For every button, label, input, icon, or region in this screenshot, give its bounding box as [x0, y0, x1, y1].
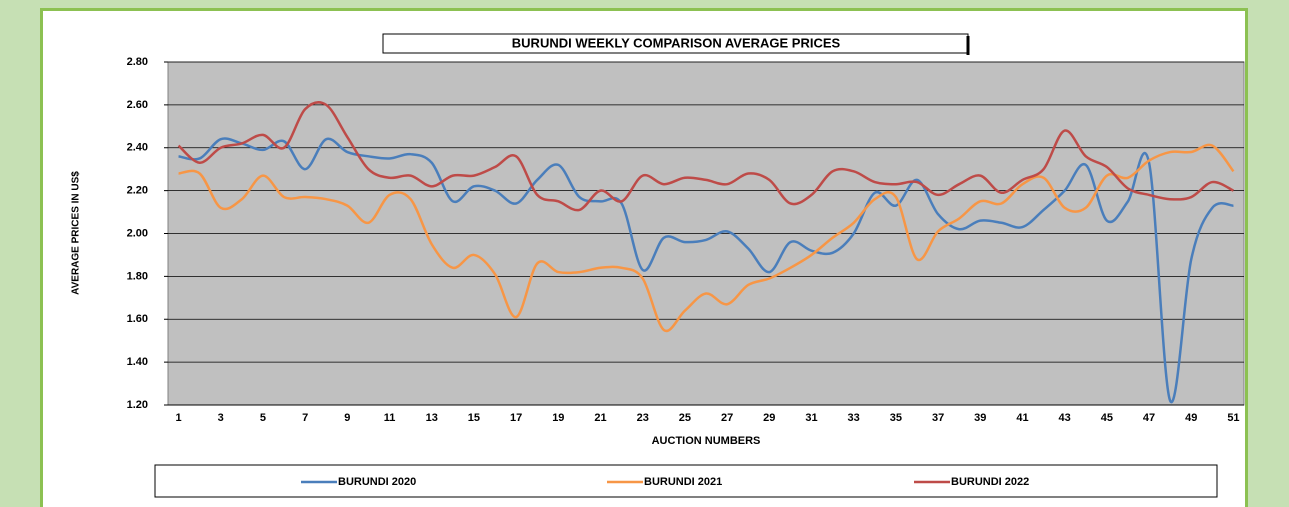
x-tick-label: 43	[1059, 412, 1071, 424]
x-tick-label: 13	[426, 412, 438, 424]
y-tick-label: 1.20	[127, 399, 148, 411]
y-tick-label: 1.40	[127, 356, 148, 368]
x-tick-label: 15	[468, 412, 480, 424]
x-axis-title: AUCTION NUMBERS	[652, 435, 761, 447]
x-tick-label: 31	[805, 412, 817, 424]
y-tick-label: 2.20	[127, 185, 148, 197]
x-tick-label: 37	[932, 412, 944, 424]
x-tick-label: 23	[637, 412, 649, 424]
chart-title: BURUNDI WEEKLY COMPARISON AVERAGE PRICES	[512, 35, 841, 50]
x-tick-label: 11	[384, 412, 396, 424]
y-tick-label: 2.00	[127, 227, 148, 239]
legend-label: BURUNDI 2020	[338, 476, 416, 488]
y-tick-label: 2.80	[127, 56, 148, 68]
x-tick-label: 25	[679, 412, 691, 424]
x-tick-label: 27	[721, 412, 733, 424]
series-line	[177, 101, 1235, 212]
x-tick-label: 9	[344, 412, 350, 424]
legend-label: BURUNDI 2022	[951, 476, 1029, 488]
y-tick-label: 1.60	[127, 313, 148, 325]
x-tick-label: 7	[302, 412, 308, 424]
x-tick-label: 3	[218, 412, 224, 424]
x-tick-label: 21	[594, 412, 606, 424]
y-axis-title: AVERAGE PRICES IN US$	[71, 171, 82, 295]
y-tick-label: 1.80	[127, 270, 148, 282]
x-tick-label: 5	[260, 412, 266, 424]
x-tick-label: 33	[848, 412, 860, 424]
y-tick-label: 2.40	[127, 142, 148, 154]
series-line	[178, 143, 1235, 333]
x-tick-label: 47	[1143, 412, 1155, 424]
x-tick-label: 45	[1101, 412, 1113, 424]
x-tick-label: 49	[1185, 412, 1197, 424]
legend-label: BURUNDI 2021	[644, 476, 722, 488]
x-tick-label: 39	[974, 412, 986, 424]
x-tick-label: 51	[1227, 412, 1239, 424]
series-line	[178, 137, 1234, 404]
x-tick-label: 41	[1016, 412, 1028, 424]
x-tick-label: 17	[510, 412, 522, 424]
x-tick-label: 19	[552, 412, 564, 424]
x-tick-label: 1	[175, 412, 181, 424]
y-tick-label: 2.60	[127, 99, 148, 111]
x-tick-label: 29	[763, 412, 775, 424]
x-tick-label: 35	[890, 412, 902, 424]
